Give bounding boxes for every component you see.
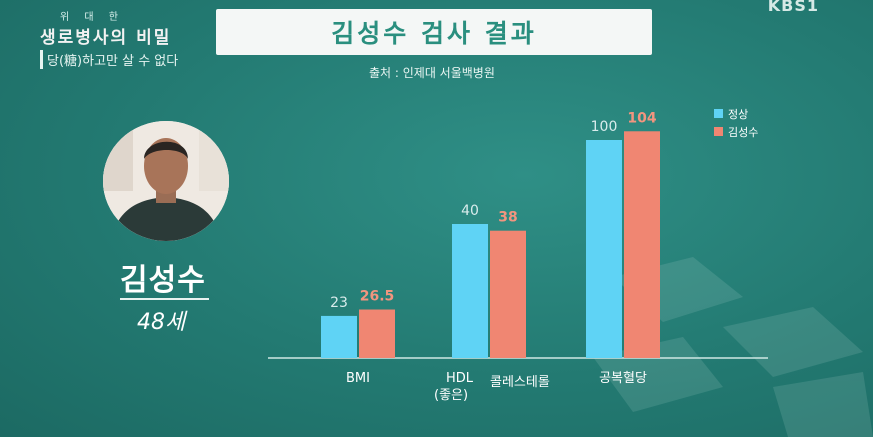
source-caption: 출처 : 인제대 서울백병원 — [369, 66, 495, 80]
page-title: 김성수 검사 결과 — [216, 9, 652, 55]
show-logo: 위 대 한 생로병사의 비밀 당(糖)하고만 살 수 없다 — [40, 8, 190, 69]
person-photo-icon — [103, 121, 229, 241]
bar-normal-2 — [586, 140, 622, 358]
category-label-0-0: BMI — [346, 371, 370, 386]
show-small-title: 위 대 한 — [60, 12, 124, 23]
bar-patient-1 — [490, 230, 526, 358]
person-age: 48세 — [137, 310, 186, 335]
broadcaster-logo: KBS1 — [767, 0, 819, 15]
category-label-1-0: HDL — [446, 371, 474, 386]
bar-normal-1 — [452, 224, 488, 358]
data-label-patient-1: 38 — [498, 210, 517, 226]
category-label-1-1: (좋은) — [434, 388, 468, 403]
data-label-patient-0: 26.5 — [360, 289, 395, 305]
page-title-text: 김성수 검사 결과 — [331, 19, 537, 48]
bar-normal-0 — [321, 315, 357, 358]
show-subtitle: 당(糖)하고만 살 수 없다 — [40, 50, 190, 69]
name-divider — [120, 298, 209, 300]
category-label-2-0: 공복혈당 — [599, 371, 647, 386]
person-name: 김성수 — [120, 263, 206, 298]
data-label-normal-1: 40 — [461, 203, 479, 219]
data-label-normal-0: 23 — [330, 295, 348, 311]
show-main-title: 생로병사의 비밀 — [40, 28, 172, 48]
legend-swatch-1 — [714, 127, 723, 136]
legend-label-0: 정상 — [728, 108, 748, 121]
data-label-patient-2: 104 — [627, 110, 656, 126]
bar-patient-2 — [624, 131, 660, 358]
avatar — [103, 121, 229, 241]
data-label-normal-2: 100 — [591, 119, 618, 135]
category-label-extra-1: 콜레스테롤 — [490, 375, 550, 390]
bar-patient-0 — [359, 309, 395, 358]
legend-label-1: 김성수 — [728, 126, 758, 139]
legend-swatch-0 — [714, 109, 723, 118]
